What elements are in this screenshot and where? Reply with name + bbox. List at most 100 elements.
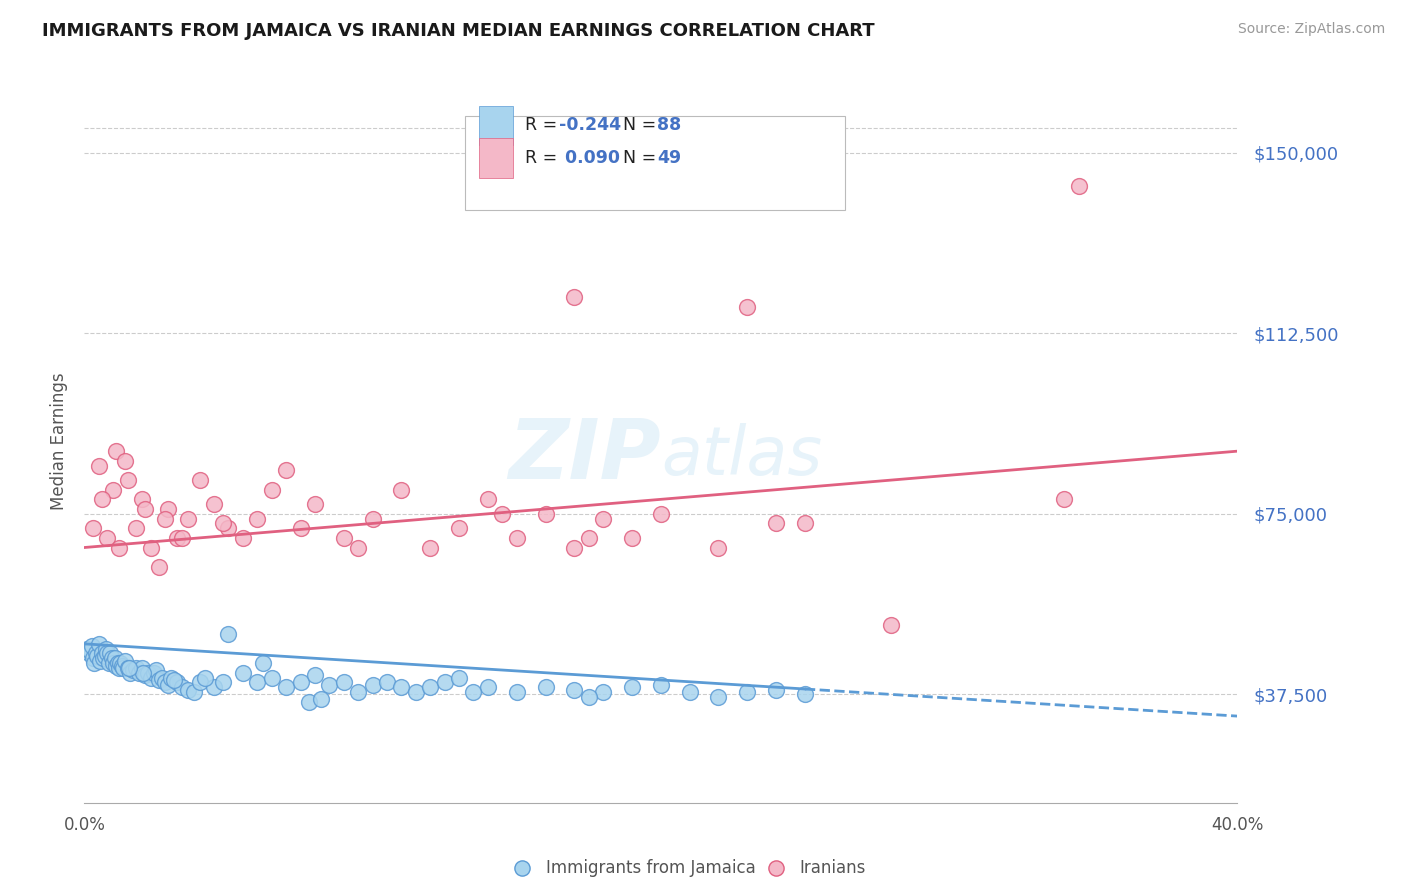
Point: [433, 675, 456, 690]
Point: [506, 685, 529, 699]
Point: [211, 516, 233, 531]
Point: [166, 675, 188, 690]
Point: [391, 680, 413, 694]
Point: [142, 665, 165, 680]
Point: [564, 682, 586, 697]
Point: [218, 521, 240, 535]
Point: [134, 668, 156, 682]
Text: R =: R =: [524, 117, 562, 135]
Point: [183, 685, 205, 699]
Point: [117, 473, 139, 487]
Point: [96, 647, 118, 661]
Point: [77, 647, 100, 661]
Point: [211, 675, 233, 690]
Point: [114, 654, 136, 668]
Point: [105, 658, 128, 673]
Point: [276, 680, 298, 694]
Point: [232, 531, 254, 545]
Point: [93, 648, 115, 663]
Point: [679, 685, 702, 699]
Point: [172, 680, 194, 694]
Point: [333, 531, 356, 545]
Point: [100, 651, 122, 665]
Point: [1053, 492, 1076, 507]
Point: [621, 680, 644, 694]
Point: [114, 454, 136, 468]
Point: [707, 541, 730, 555]
Point: [592, 685, 614, 699]
Point: [298, 695, 321, 709]
Point: [260, 671, 283, 685]
Point: [794, 516, 817, 531]
Point: [172, 531, 194, 545]
Point: [156, 502, 179, 516]
Point: [91, 651, 114, 665]
Point: [110, 656, 132, 670]
Point: [90, 492, 112, 507]
Point: [82, 651, 104, 665]
Point: [82, 521, 104, 535]
Text: 0.090: 0.090: [560, 149, 620, 167]
Point: [765, 516, 787, 531]
Point: [117, 661, 139, 675]
Point: [304, 497, 326, 511]
Point: [564, 290, 586, 304]
Point: [118, 661, 141, 675]
Text: atlas: atlas: [661, 423, 823, 489]
Point: [89, 654, 111, 668]
Point: [111, 658, 134, 673]
Point: [160, 671, 183, 685]
Text: N =: N =: [623, 117, 662, 135]
Point: [347, 685, 370, 699]
Point: [491, 507, 513, 521]
Point: [148, 673, 170, 687]
Point: [153, 511, 176, 525]
Point: [304, 668, 326, 682]
Point: [96, 531, 118, 545]
Point: [84, 647, 107, 661]
Point: [477, 680, 499, 694]
Point: [737, 685, 759, 699]
Point: [1067, 179, 1090, 194]
Point: [202, 680, 225, 694]
Point: [592, 511, 614, 525]
Point: [131, 661, 153, 675]
Point: [318, 678, 340, 692]
Point: [477, 492, 499, 507]
Point: [84, 868, 107, 882]
Point: [112, 661, 135, 675]
Point: [153, 675, 176, 690]
Text: Source: ZipAtlas.com: Source: ZipAtlas.com: [1237, 22, 1385, 37]
Point: [90, 647, 112, 661]
Point: [128, 665, 150, 680]
Point: [177, 682, 200, 697]
Point: [260, 483, 283, 497]
Point: [419, 541, 441, 555]
FancyBboxPatch shape: [465, 117, 845, 211]
Point: [276, 463, 298, 477]
Point: [134, 502, 156, 516]
Point: [136, 665, 159, 680]
Point: [650, 507, 672, 521]
Point: [246, 511, 269, 525]
Point: [125, 521, 148, 535]
Point: [419, 680, 441, 694]
Point: [87, 637, 110, 651]
Point: [449, 521, 471, 535]
Point: [347, 541, 370, 555]
Point: [120, 665, 142, 680]
Point: [534, 507, 557, 521]
Point: [449, 671, 471, 685]
Point: [94, 641, 117, 656]
Point: [463, 685, 485, 699]
Point: [156, 678, 179, 692]
Point: [108, 541, 131, 555]
Point: [105, 444, 128, 458]
Point: [131, 492, 153, 507]
Point: [97, 656, 120, 670]
Point: [103, 656, 124, 670]
FancyBboxPatch shape: [478, 105, 513, 145]
Point: [86, 648, 108, 663]
Point: [794, 687, 817, 701]
Point: [218, 627, 240, 641]
